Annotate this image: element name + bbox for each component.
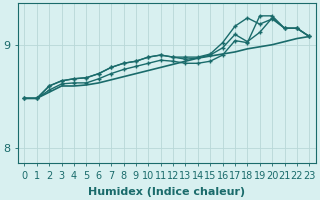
X-axis label: Humidex (Indice chaleur): Humidex (Indice chaleur) xyxy=(88,187,245,197)
